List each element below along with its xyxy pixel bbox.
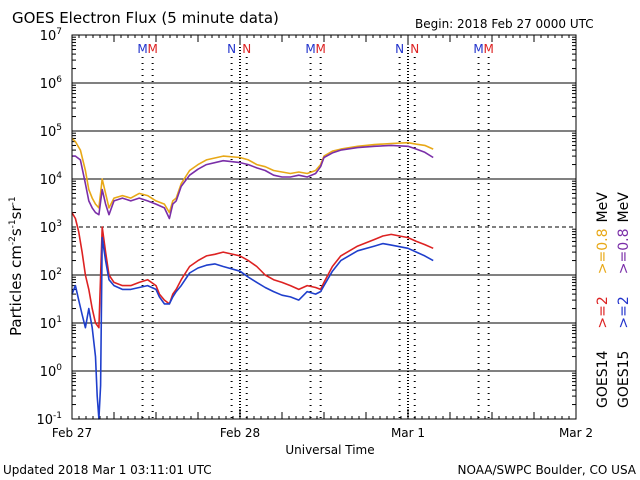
y-tick-exponent: 3 xyxy=(56,219,62,229)
marker-M-4: M xyxy=(305,42,315,56)
y-axis-label-main: Particles cm xyxy=(7,245,25,336)
plot-frame xyxy=(71,34,577,420)
plot-grid xyxy=(72,47,576,419)
y-tick-base: 10 xyxy=(40,29,57,44)
y-tick-label-1e-1: 10-1 xyxy=(36,411,62,428)
updated-timestamp: Updated 2018 Mar 1 03:11:01 UTC xyxy=(3,463,212,477)
y-tick-label-1e7: 107 xyxy=(40,27,62,44)
y-tick-exponent: 6 xyxy=(56,75,62,85)
y-tick-exponent: 2 xyxy=(56,267,62,277)
y-tick-base: 10 xyxy=(40,125,57,140)
legend-goes15-line: GOES15 >=2 >=0.8 MeV xyxy=(616,192,632,408)
y-axis-label-sup1: -2 xyxy=(8,236,18,245)
y-tick-base: 10 xyxy=(36,413,53,428)
marker-N-6: N xyxy=(395,42,404,56)
legend-goes14-line: GOES14 >=2 >=0.8 MeV xyxy=(595,192,611,408)
y-tick-exponent: 1 xyxy=(56,315,62,325)
y-tick-label-1e5: 105 xyxy=(40,123,62,140)
legend-goes14-ge2: >=2 xyxy=(595,296,611,328)
series-line-2 xyxy=(71,212,434,329)
legend-goes14: GOES14 xyxy=(595,350,611,408)
legend-goes14-mev: MeV xyxy=(595,192,611,223)
chart-title: GOES Electron Flux (5 minute data) xyxy=(12,9,279,27)
series-line-3 xyxy=(71,236,434,420)
y-tick-base: 10 xyxy=(40,221,57,236)
y-tick-base: 10 xyxy=(40,317,57,332)
series-line-0 xyxy=(71,137,434,214)
marker-M-0: M xyxy=(137,42,147,56)
y-tick-label-1e4: 104 xyxy=(40,171,63,188)
credit-label: NOAA/SWPC Boulder, CO USA xyxy=(458,463,637,477)
marker-N-7: N xyxy=(410,42,419,56)
y-axis-label-sup2: -1 xyxy=(8,219,18,228)
legend: GOES15 >=2 >=0.8 MeV GOES14 >=2 >=0.8 MeV xyxy=(595,192,632,408)
x-tick-labels: Feb 27 Feb 28 Mar 1 Mar 2 xyxy=(52,426,593,440)
marker-N-3: N xyxy=(242,42,251,56)
y-tick-exponent: -1 xyxy=(53,411,62,421)
y-axis-label-s: s xyxy=(7,228,25,236)
y-tick-base: 10 xyxy=(40,77,57,92)
y-tick-base: 10 xyxy=(40,173,57,188)
marker-M-8: M xyxy=(473,42,483,56)
y-tick-label-1e3: 103 xyxy=(40,219,62,236)
marker-M-9: M xyxy=(483,42,493,56)
y-tick-base: 10 xyxy=(40,269,57,284)
y-tick-exponent: 5 xyxy=(56,123,62,133)
legend-goes15-ge2: >=2 xyxy=(616,296,632,328)
y-tick-label-1e1: 101 xyxy=(40,315,62,332)
marker-N-2: N xyxy=(227,42,236,56)
data-series xyxy=(71,137,434,420)
x-tick-label-0: Feb 27 xyxy=(52,426,92,440)
legend-goes15-mev: MeV xyxy=(616,192,632,223)
legend-goes14-ge08: >=0.8 xyxy=(595,228,611,274)
y-tick-label-1e0: 100 xyxy=(40,363,63,380)
y-axis-label-sup3: -1 xyxy=(8,196,18,205)
y-tick-exponent: 0 xyxy=(56,363,62,373)
y-tick-label-1e6: 106 xyxy=(40,75,63,92)
x-tick-label-3: Mar 2 xyxy=(559,426,593,440)
y-tick-exponent: 4 xyxy=(56,171,62,181)
legend-goes15-ge08: >=0.8 xyxy=(616,228,632,274)
y-axis-label-sr: sr xyxy=(7,205,25,220)
legend-goes15: GOES15 xyxy=(616,351,632,408)
marker-M-1: M xyxy=(147,42,157,56)
marker-M-5: M xyxy=(315,42,325,56)
y-tick-base: 10 xyxy=(40,365,57,380)
begin-label: Begin: 2018 Feb 27 0000 UTC xyxy=(415,17,594,31)
x-axis-label: Universal Time xyxy=(285,443,374,457)
y-axis-label: Particles cm-2s-1sr-1 xyxy=(7,196,25,336)
series-line-1 xyxy=(72,144,434,220)
y-tick-exponent: 7 xyxy=(56,27,62,37)
x-tick-label-1: Feb 28 xyxy=(220,426,260,440)
x-tick-label-2: Mar 1 xyxy=(391,426,425,440)
y-tick-label-1e2: 102 xyxy=(40,267,62,284)
